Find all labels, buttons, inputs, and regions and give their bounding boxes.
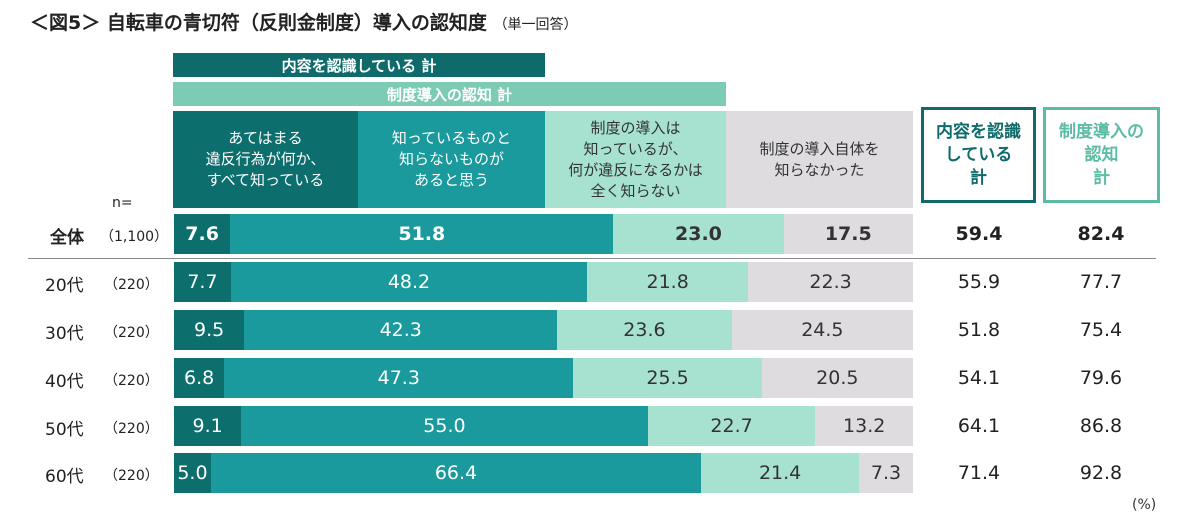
chart-subtitle: （単一回答） [493, 17, 578, 33]
aware-total-value: 54.1 [957, 367, 1001, 389]
bar-segment-partly-known: 48.2 [230, 262, 588, 302]
bar-segment-all-known: 7.7 [174, 262, 231, 302]
bar-segment-all-known: 7.6 [174, 214, 231, 254]
bar-segment-unaware: 13.2 [815, 406, 913, 446]
bar-segment-unaware: 7.3 [859, 453, 913, 493]
row-n: （220） [104, 373, 159, 389]
aware-total-value: 64.1 [957, 415, 1001, 437]
bar-segment-partly-known: 42.3 [244, 310, 558, 350]
row-n: （1,100） [100, 229, 169, 245]
bar-segment-unaware: 24.5 [731, 310, 913, 350]
aware-total-value: 71.4 [957, 462, 1001, 484]
aware-total-value: 59.4 [955, 223, 1003, 245]
bar-segment-all-known: 5.0 [174, 453, 211, 493]
legend-header-unaware: 制度の導入自体を 知らなかった [726, 111, 913, 208]
bar-segment-not-violations: 21.8 [587, 262, 749, 302]
unit-label: (%) [1132, 497, 1157, 513]
known-total-value: 82.4 [1077, 223, 1125, 245]
bar-segment-not-violations: 22.7 [647, 406, 816, 446]
known-total-value: 92.8 [1079, 462, 1123, 484]
bar-segment-unaware: 17.5 [783, 214, 913, 254]
bar-segment-not-violations: 25.5 [573, 358, 762, 398]
bar-segment-all-known: 9.1 [174, 406, 242, 446]
known-total-value: 77.7 [1079, 271, 1123, 293]
bar-segment-partly-known: 66.4 [210, 453, 702, 493]
band-known-total: 制度導入の認知 計 [173, 82, 726, 106]
bar-segment-all-known: 6.8 [174, 358, 225, 398]
row-n: （220） [104, 421, 159, 437]
aware-total-value: 51.8 [957, 319, 1001, 341]
known-total-value: 79.6 [1079, 367, 1123, 389]
aware-total-value: 55.9 [957, 271, 1001, 293]
bar-segment-not-violations: 23.6 [557, 310, 732, 350]
row-label: 50代 [45, 420, 84, 440]
row-n: （220） [104, 468, 159, 484]
legend-header-partly-known: 知っているものと 知らないものが あると思う [358, 111, 545, 208]
row-label: 30代 [45, 324, 84, 344]
bar-segment-partly-known: 55.0 [241, 406, 648, 446]
legend-header-not-violations: 制度の導入は 知っているが、 何が違反になるかは 全く知らない [545, 111, 726, 208]
n-label: n= [112, 195, 133, 211]
row-label: 全体 [50, 228, 84, 248]
bar-segment-unaware: 20.5 [761, 358, 913, 398]
row-label: 60代 [45, 467, 84, 487]
row-n: （220） [104, 325, 159, 341]
row-n: （220） [104, 277, 159, 293]
row-label: 20代 [45, 276, 84, 296]
bar-segment-not-violations: 23.0 [613, 214, 784, 254]
band-aware-total: 内容を認識している 計 [173, 53, 545, 77]
chart-title: ＜図5＞ 自転車の青切符（反則金制度）導入の認知度 （単一回答） [30, 8, 577, 35]
bar-segment-partly-known: 47.3 [224, 358, 574, 398]
known-total-value: 86.8 [1079, 415, 1123, 437]
bar-segment-not-violations: 21.4 [701, 453, 860, 493]
row-label: 40代 [45, 372, 84, 392]
total-header-aware: 内容を認識 している 計 [921, 107, 1036, 203]
bar-segment-unaware: 22.3 [748, 262, 913, 302]
bar-segment-all-known: 9.5 [174, 310, 245, 350]
chart-title-text: ＜図5＞ 自転車の青切符（反則金制度）導入の認知度 [30, 12, 487, 34]
bar-segment-partly-known: 51.8 [230, 214, 614, 254]
divider-line [28, 258, 1156, 259]
legend-header-all-known: あてはまる 違反行為が何か、 すべて知っている [173, 111, 358, 208]
total-header-known: 制度導入の 認知 計 [1043, 107, 1160, 203]
known-total-value: 75.4 [1079, 319, 1123, 341]
